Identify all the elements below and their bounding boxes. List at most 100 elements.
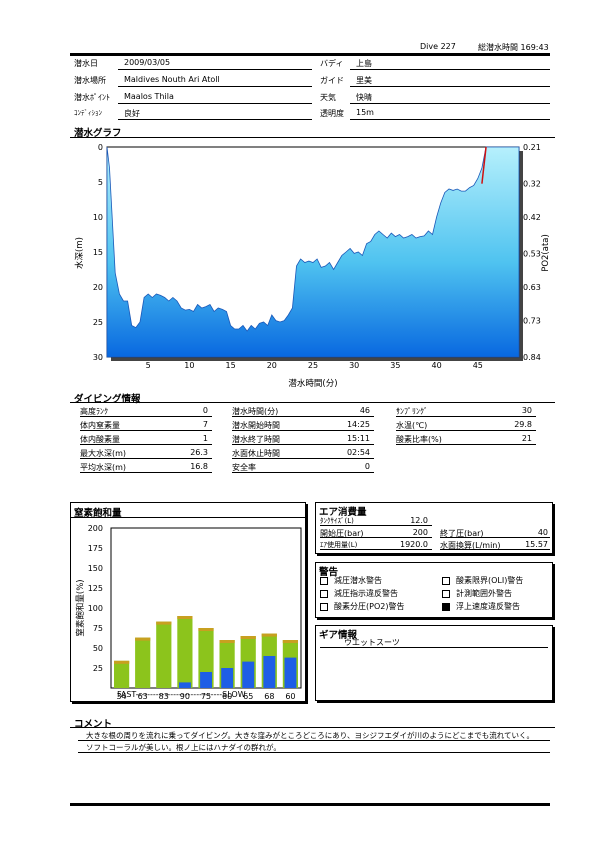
di-value-altitude: 0: [202, 406, 208, 415]
air-end-value: 40: [537, 528, 548, 537]
checkbox-ascent: [442, 602, 450, 611]
dive-profile-chart: 0 5 10 15 20 25 30 0.21 0.32 0.42 0.53 0.63 0.73 0.8…: [74, 143, 551, 388]
di-label-o2-ratio: 酸素比率(%): [396, 435, 442, 444]
depth-tick-label: 10: [93, 213, 103, 222]
di-value-oxygen: 1: [202, 434, 208, 443]
di-label-surface-interval: 水面休止時間: [232, 449, 280, 458]
time-tick-label: 45: [473, 361, 483, 370]
time-tick-label: 15: [226, 361, 236, 370]
info-value-place: Maldives Nouth Ari Atoll: [124, 75, 220, 84]
depth-tick-label: 25: [93, 318, 103, 327]
air-end-label: 終了圧(bar): [440, 529, 484, 538]
info-value-point: Maalos Thila: [124, 92, 174, 101]
dive-number: Dive 227: [420, 42, 456, 51]
po2-tick-label: 0.32: [523, 180, 541, 189]
nitrogen-tick-label: 150: [88, 564, 103, 573]
nitrogen-tick-label: 75: [93, 624, 103, 633]
total-dive-time: 総潜水時間 169:43: [478, 43, 549, 52]
nitrogen-bar: [135, 637, 151, 688]
di-value-end-time: 15:11: [346, 434, 370, 443]
info-label-guide: ガイド: [320, 76, 344, 85]
nitrogen-box: 窒素飽和量 200 175 150 125 100 75 50 25 34 63 83 90 75 60…: [70, 502, 306, 702]
nitrogen-bar-cap: [240, 636, 256, 639]
di-label-end-time: 潜水終了時間: [232, 435, 280, 444]
info-label-place: 潜水場所: [74, 76, 106, 85]
time-tick-label: 20: [267, 361, 277, 370]
nitrogen-bar-slow: [221, 668, 234, 688]
info-value-visibility: 15m: [356, 108, 374, 117]
nitrogen-category-label: 63: [138, 692, 148, 701]
nitrogen-bar-cap: [219, 640, 235, 643]
depth-profile-area: [106, 146, 520, 358]
di-label-sampling: ｻﾝﾌﾟﾘﾝｸﾞ: [396, 407, 428, 416]
time-tick-label: 25: [308, 361, 318, 370]
di-value-sampling: 30: [521, 406, 532, 415]
air-used-value: 1920.0: [400, 540, 428, 549]
info-value-weather: 快晴: [356, 93, 372, 102]
air-tank-value: 12.0: [410, 516, 428, 525]
comment-title: コメント: [74, 719, 113, 730]
air-title: エア消費量: [319, 507, 367, 518]
info-label-weather: 天気: [320, 93, 336, 102]
gear-value: ウエットスーツ: [344, 638, 400, 647]
nitrogen-bar-cap: [198, 628, 214, 631]
warning-range: 計測範囲外警告: [442, 588, 512, 599]
di-value-safety: 0: [364, 462, 370, 471]
depth-tick-label: 20: [93, 283, 103, 292]
info-label-date: 潜水日: [74, 59, 98, 68]
po2-tick-label: 0.21: [523, 143, 541, 152]
nitrogen-bar: [177, 616, 193, 688]
warning-po2: 酸素分圧(PO2)警告: [320, 601, 404, 612]
di-value-surface-interval: 02:54: [346, 448, 370, 457]
nitrogen-category-label: 65: [243, 692, 253, 701]
nitrogen-bar-cap: [261, 633, 277, 637]
comment-line-2: ソフトコーラルが美しい。根ノ上にはハナダイの群れが。: [86, 743, 281, 752]
air-surface-value: 15.57: [525, 540, 548, 549]
warning-decompression: 減圧潜水警告: [320, 575, 382, 586]
nitrogen-bar-cap: [282, 640, 298, 643]
nitrogen-tick-label: 125: [88, 584, 103, 593]
di-value-max-depth: 26.3: [190, 448, 208, 457]
warning-oli: 酸素限界(OLI)警告: [442, 575, 523, 586]
checkbox-po2: [320, 602, 328, 611]
time-tick-label: 30: [349, 361, 359, 370]
nitrogen-category-label: 34: [116, 692, 126, 701]
nitrogen-bar-cap: [135, 637, 151, 641]
di-value-water-temp: 29.8: [514, 420, 532, 429]
y-axis-left-label: 水深(m): [74, 237, 85, 269]
time-tick-label: 40: [432, 361, 442, 370]
di-value-start-time: 14:25: [346, 420, 370, 429]
di-label-water-temp: 水温(℃): [396, 421, 428, 430]
warning-ascent: 浮上速度違反警告: [442, 601, 520, 612]
di-label-avg-depth: 平均水深(m): [80, 463, 127, 472]
header-rule: [70, 53, 550, 56]
diving-info-block: 高度ﾗﾝｸ 0 体内窒素量 7 体内酸素量 1 最大水深(m) 26.3 平均水…: [70, 403, 555, 475]
warnings-title: 警告: [319, 567, 339, 578]
di-label-nitrogen: 体内窒素量: [80, 421, 120, 430]
nitrogen-category-label: 75: [201, 692, 211, 701]
footer-rule: [70, 803, 550, 806]
info-label-condition: ｺﾝﾃﾞｨｼｮﾝ: [74, 109, 102, 117]
nitrogen-bar: [114, 660, 130, 688]
nitrogen-fast-slow: FAST------------------------------SLOW: [117, 690, 246, 699]
gear-title: ギア情報: [319, 630, 358, 641]
depth-tick-label: 5: [98, 178, 103, 187]
di-label-max-depth: 最大水深(m): [80, 449, 127, 458]
depth-tick-label: 30: [93, 353, 103, 362]
di-label-safety: 安全率: [232, 463, 256, 472]
nitrogen-y-label: 窒素飽和量(%): [75, 579, 86, 636]
di-value-nitrogen: 7: [202, 420, 208, 429]
po2-line: [481, 146, 487, 184]
di-label-dive-time: 潜水時間(分): [232, 407, 279, 416]
nitrogen-bar-slow: [242, 661, 255, 688]
info-value-condition: 良好: [124, 109, 140, 118]
nitrogen-tick-label: 50: [93, 644, 103, 653]
info-value-guide: 里美: [356, 76, 372, 85]
info-value-buddy: 上島: [356, 59, 372, 68]
po2-tick-label: 0.73: [523, 316, 541, 325]
po2-tick-label: 0.42: [523, 213, 541, 222]
nitrogen-category-label: 60: [222, 692, 232, 701]
y-axis-right-label: PO2(ata): [541, 234, 551, 272]
air-box: エア消費量 ﾀﾝｸｻｲｽﾞ(L) 12.0 開始圧(bar) 200 ｴｱ使用量…: [315, 502, 553, 554]
diving-info-title: ダイビング情報: [74, 394, 141, 405]
